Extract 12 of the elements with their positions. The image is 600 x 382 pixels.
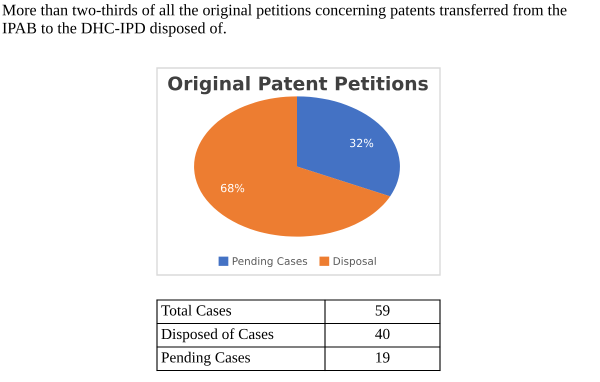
text: Pending Cases bbox=[161, 352, 250, 366]
text: More than two-thirds of all the original petitions concerning patents transferred from the IPAB to the DHC-IPD disposed of. bbox=[2, 4, 567, 37]
legend-label: Pending Cases bbox=[232, 256, 308, 268]
text: Total Cases bbox=[161, 304, 232, 316]
legend-label: Disposal bbox=[334, 256, 376, 268]
text: 59 bbox=[376, 305, 390, 316]
text: 40 bbox=[375, 328, 390, 340]
data-label: 68% bbox=[220, 184, 244, 192]
text: Disposed of Cases bbox=[161, 328, 274, 342]
text: 19 bbox=[376, 352, 390, 363]
data-label: 32% bbox=[350, 138, 374, 148]
chart-title: Original Patent Petitions bbox=[168, 76, 428, 94]
